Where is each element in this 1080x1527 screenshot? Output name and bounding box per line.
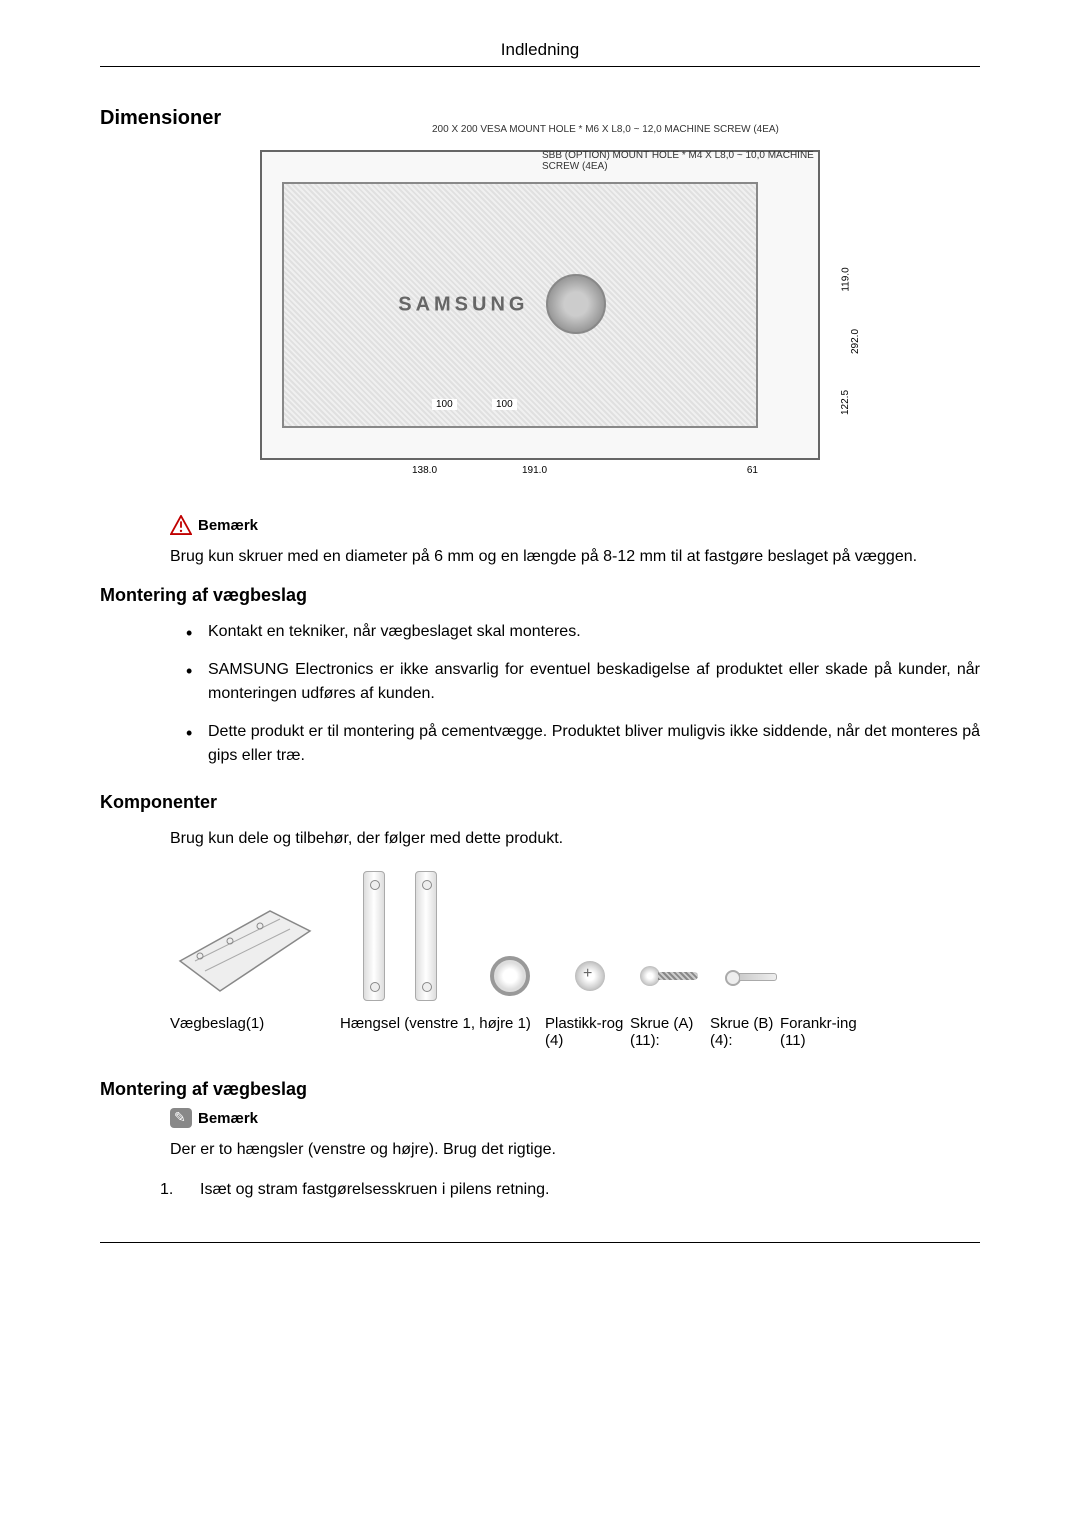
info-note-label: Bemærk: [198, 1110, 258, 1127]
dimensions-diagram-container: 200 X 200 VESA MOUNT HOLE * M6 X L8,0 ~ …: [100, 150, 980, 465]
mounting1-bullet-list: Kontakt en tekniker, når vægbeslaget ska…: [180, 620, 980, 768]
dim-100a: 100: [432, 399, 457, 410]
components-images-row: [170, 871, 980, 1001]
hinge-right-icon: [415, 871, 437, 1001]
diagram-sbb-label: SBB (OPTION) MOUNT HOLE * M4 X L8,0 ~ 10…: [542, 150, 818, 172]
document-page: Indledning Dimensioner 200 X 200 VESA MO…: [0, 0, 1080, 1303]
label-bracket: Vægbeslag(1): [170, 1015, 340, 1049]
screw-b-icon: [640, 966, 700, 986]
hinge-left-icon: [363, 871, 385, 1001]
dim-61: 61: [747, 465, 758, 476]
dim-292: 292.0: [850, 329, 861, 354]
bullet-item: Dette produkt er til montering på cement…: [180, 720, 980, 768]
diagram-fan-icon: [546, 274, 606, 334]
screw-a-icon: [575, 961, 605, 991]
components-labels-row: Vægbeslag(1) Hængsel (venstre 1, højre 1…: [170, 1015, 980, 1049]
dim-191: 191.0: [522, 465, 547, 476]
dim-100b: 100: [492, 399, 517, 410]
warning-note-text: Brug kun skruer med en diameter på 6 mm …: [170, 545, 980, 569]
page-header: Indledning: [100, 40, 980, 67]
component-anchor-image: [720, 951, 780, 1001]
note-pencil-icon: [170, 1108, 192, 1128]
label-screw-b: Skrue (B)(4):: [710, 1015, 780, 1049]
step-item: 1. Isæt og stram fastgørelsesskruen i pi…: [160, 1178, 980, 1202]
bullet-item: SAMSUNG Electronics er ikke ansvarlig fo…: [180, 658, 980, 706]
component-plastic-ring-image: [480, 951, 540, 1001]
info-note-text: Der er to hængsler (venstre og højre). B…: [170, 1138, 980, 1162]
plastic-ring-icon: [490, 956, 530, 996]
info-note-row: Bemærk: [170, 1108, 980, 1128]
component-screw-b-image: [640, 951, 700, 1001]
label-hinge: Hængsel (venstre 1, højre 1): [340, 1015, 545, 1049]
components-heading: Komponenter: [100, 792, 980, 813]
components-intro: Brug kun dele og tilbehør, der følger me…: [170, 827, 980, 851]
dim-122: 122.5: [840, 390, 851, 415]
anchor-icon: [725, 968, 775, 984]
component-hinge-image: [340, 871, 460, 1001]
step-number: 1.: [160, 1178, 173, 1202]
warning-note-row: Bemærk: [170, 515, 980, 535]
component-screw-a-image: [560, 951, 620, 1001]
mounting1-heading: Montering af vægbeslag: [100, 585, 980, 606]
header-title: Indledning: [501, 40, 579, 59]
label-screw-a: Skrue (A)(11):: [630, 1015, 710, 1049]
label-plastic: Plastikk-rog (4): [545, 1015, 630, 1049]
bullet-item: Kontakt en tekniker, når vægbeslaget ska…: [180, 620, 980, 644]
warning-triangle-icon: [170, 515, 192, 535]
component-bracket-image: [170, 901, 320, 1001]
label-anchor: Forankr-ing (11): [780, 1015, 860, 1049]
diagram-vesa-label: 200 X 200 VESA MOUNT HOLE * M6 X L8,0 ~ …: [432, 124, 779, 135]
mounting2-steps-list: 1. Isæt og stram fastgørelsesskruen i pi…: [160, 1178, 980, 1202]
diagram-brand-logo: SAMSUNG: [398, 294, 528, 317]
footer-separator: [100, 1242, 980, 1243]
mounting2-heading: Montering af vægbeslag: [100, 1079, 980, 1100]
dimensions-diagram: 200 X 200 VESA MOUNT HOLE * M6 X L8,0 ~ …: [260, 150, 820, 460]
step-text: Isæt og stram fastgørelsesskruen i pilen…: [200, 1181, 549, 1198]
diagram-inner-box: SAMSUNG: [282, 182, 758, 428]
warning-note-label: Bemærk: [198, 517, 258, 534]
dim-138: 138.0: [412, 465, 437, 476]
dim-119: 119.0: [840, 268, 851, 292]
